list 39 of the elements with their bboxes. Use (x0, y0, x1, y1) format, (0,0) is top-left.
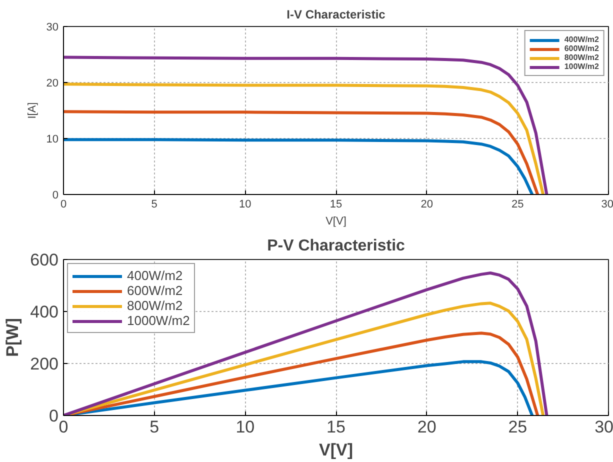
line-series (64, 272, 548, 416)
x-tick-label: 20 (420, 198, 433, 210)
x-tick-label: 30 (594, 418, 613, 436)
legend-label: 600W/m2 (127, 283, 183, 298)
chart-title: I-V Characteristic (286, 8, 386, 22)
y-tick-label: 10 (46, 134, 59, 146)
y-tick-label: 20 (46, 78, 59, 90)
legend-label: 400W/m2 (564, 35, 599, 44)
x-tick-label: 5 (150, 418, 160, 436)
line-series (64, 138, 534, 194)
x-tick-label: 15 (330, 198, 342, 210)
y-tick-label: 30 (46, 22, 59, 34)
line-series (64, 56, 548, 194)
line-series (64, 110, 540, 194)
chart-title: P-V Characteristic (267, 238, 406, 254)
legend-label: 600W/m2 (564, 44, 599, 53)
legend-label: 800W/m2 (564, 53, 599, 62)
y-axis-title: P[W] (3, 318, 22, 357)
y-tick-label: 400 (30, 302, 59, 322)
x-tick-label: 25 (508, 418, 528, 436)
legend-label: 800W/m2 (127, 298, 183, 313)
legend-label: 100W/m2 (564, 62, 599, 71)
x-tick-label: 30 (601, 198, 613, 210)
y-tick-label: 0 (52, 190, 59, 202)
x-tick-label: 20 (417, 418, 436, 436)
x-tick-label: 5 (151, 198, 158, 210)
x-tick-label: 15 (326, 418, 346, 436)
legend-label: 1000W/m2 (127, 313, 190, 328)
x-tick-label: 0 (60, 198, 67, 210)
line-series (64, 82, 545, 194)
y-tick-label: 200 (30, 354, 59, 374)
y-axis-title: I[A] (26, 102, 38, 119)
legend-label: 400W/m2 (127, 268, 183, 283)
y-tick-label: 600 (30, 250, 59, 270)
x-tick-label: 10 (236, 418, 255, 436)
x-tick-label: 10 (239, 198, 252, 210)
x-tick-label: 25 (512, 198, 524, 210)
x-axis-title: V[V] (326, 216, 346, 228)
x-axis-title: V[V] (319, 440, 353, 460)
